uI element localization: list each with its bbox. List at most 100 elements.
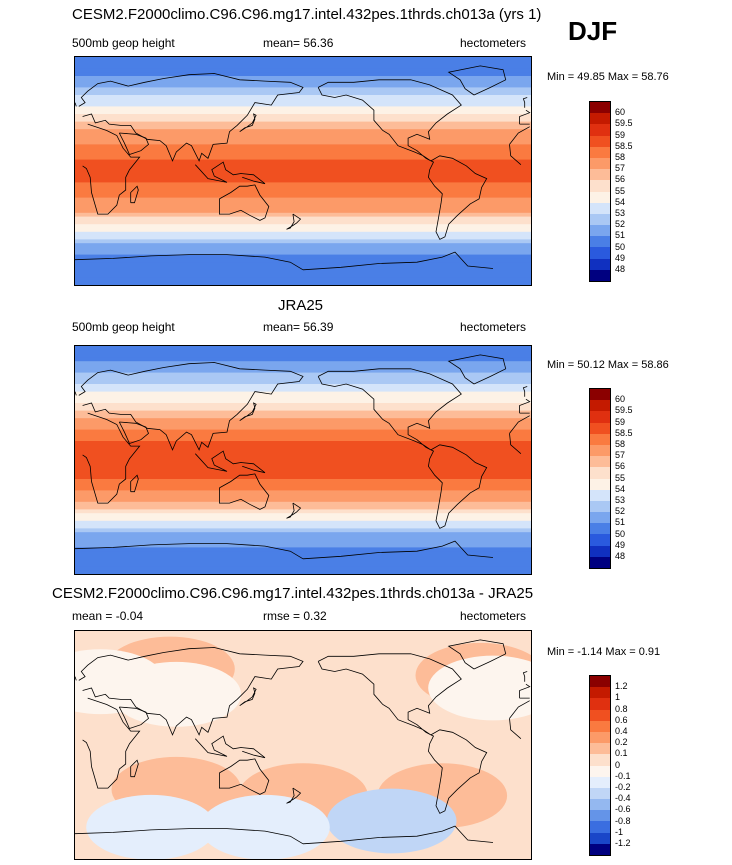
panel-1-mean: mean= 56.36 xyxy=(263,36,334,50)
colorbar-swatch xyxy=(590,225,610,237)
coastline-antarctica-coast xyxy=(75,825,494,845)
field-band xyxy=(75,228,531,233)
field-band xyxy=(75,273,531,278)
colorbar-label: 59.5 xyxy=(615,118,633,129)
field-band xyxy=(75,372,531,377)
colorbar-swatch xyxy=(590,467,610,479)
field-band xyxy=(75,121,531,126)
colorbar-label: 50 xyxy=(615,241,626,252)
coastline-south-america xyxy=(427,729,488,814)
colorbar-label: 50 xyxy=(615,528,626,539)
field-band xyxy=(75,437,531,442)
field-band xyxy=(75,152,531,157)
field-band xyxy=(75,91,531,96)
colorbar-swatch xyxy=(590,810,610,822)
coastline-greenland xyxy=(447,639,507,670)
field-band xyxy=(75,262,531,267)
field-band xyxy=(75,547,531,552)
colorbar-label: 58.5 xyxy=(615,427,633,438)
colorbar-swatch xyxy=(590,411,610,423)
field-band xyxy=(75,243,531,248)
coastline-greenland xyxy=(447,354,507,385)
panel-2-units: hectometers xyxy=(460,320,527,334)
field-band xyxy=(75,117,531,123)
colorbar-label: 0.6 xyxy=(615,714,628,725)
field-band xyxy=(75,57,531,62)
panel-2-map-canvas xyxy=(75,346,531,574)
field-band xyxy=(75,277,531,282)
field-band xyxy=(75,201,531,206)
coastline-africa xyxy=(82,123,530,215)
field-band xyxy=(75,399,531,404)
field-band xyxy=(75,361,531,366)
colorbar-label: 60 xyxy=(615,107,626,118)
colorbar-swatch xyxy=(590,247,610,259)
field-band xyxy=(75,494,531,499)
colorbar-label: 55 xyxy=(615,472,626,483)
colorbar-swatch xyxy=(590,709,610,721)
colorbar-label: 54 xyxy=(615,196,626,207)
field-band xyxy=(75,532,531,537)
field-band xyxy=(75,501,531,507)
colorbar-label: 60 xyxy=(615,394,626,405)
coastline-indonesia xyxy=(195,450,266,474)
colorbar-swatch xyxy=(590,754,610,766)
field-band xyxy=(75,106,531,111)
field-band xyxy=(75,190,531,195)
diff-anomaly xyxy=(111,661,242,727)
colorbar-swatch xyxy=(590,687,610,699)
field-band xyxy=(75,209,531,214)
colorbar-label: 0 xyxy=(615,759,621,770)
diff-anomaly xyxy=(428,655,531,721)
colorbar-label: 49 xyxy=(615,539,626,550)
field-band xyxy=(75,98,531,104)
colorbar-label: -0.8 xyxy=(615,815,631,826)
field-band xyxy=(75,475,531,480)
colorbar-label: 49 xyxy=(615,252,626,263)
colorbar-swatch xyxy=(590,765,610,777)
field-band xyxy=(75,129,531,134)
field-band xyxy=(75,422,531,427)
colorbar-label: 59 xyxy=(615,416,626,427)
coastline-japan xyxy=(239,113,257,133)
field-band xyxy=(75,505,531,510)
colorbar-swatch xyxy=(590,202,610,214)
field-band xyxy=(75,216,531,221)
colorbar-label: 55 xyxy=(615,185,626,196)
coastline-arabia xyxy=(118,132,149,155)
colorbar-swatch xyxy=(590,169,610,181)
colorbar-label: 53 xyxy=(615,208,626,218)
field-band xyxy=(75,418,531,423)
diff-anomaly xyxy=(200,794,330,859)
diff-anomaly xyxy=(86,794,216,859)
coastline-indonesia xyxy=(195,735,266,759)
field-band xyxy=(75,193,531,199)
field-band xyxy=(75,76,531,81)
colorbar-swatch xyxy=(590,146,610,158)
field-band xyxy=(75,528,531,533)
coastline-uk xyxy=(75,671,528,682)
field-band xyxy=(75,353,531,358)
field-band xyxy=(75,368,531,374)
field-band xyxy=(75,433,531,438)
colorbar-label: -1 xyxy=(615,826,624,837)
colorbar-swatch xyxy=(590,102,610,114)
field-band xyxy=(75,509,531,514)
colorbar-swatch xyxy=(590,731,610,744)
field-band xyxy=(75,387,531,393)
field-band xyxy=(75,410,531,415)
field-band xyxy=(75,171,531,176)
field-band xyxy=(75,346,531,351)
field-band xyxy=(75,174,531,180)
coastline-madagascar xyxy=(130,759,139,778)
coastlines xyxy=(75,354,531,560)
colorbar-label: 59 xyxy=(615,129,626,140)
colorbar-swatch xyxy=(590,720,610,732)
colorbar-label: 52 xyxy=(615,219,626,230)
panel-3-colorbar: 1.2 1 0.8 0.6 0.4 0.2 0.1 0 -0.1 -0.2 -0.4 -0.6 -0.8… xyxy=(589,675,631,856)
panel-2-minmax: Min = 50.12 Max = 58.86 xyxy=(547,359,669,371)
field-bands xyxy=(75,346,531,574)
field-band xyxy=(75,95,531,100)
colorbar-swatch xyxy=(590,676,610,688)
field-band xyxy=(75,72,531,77)
